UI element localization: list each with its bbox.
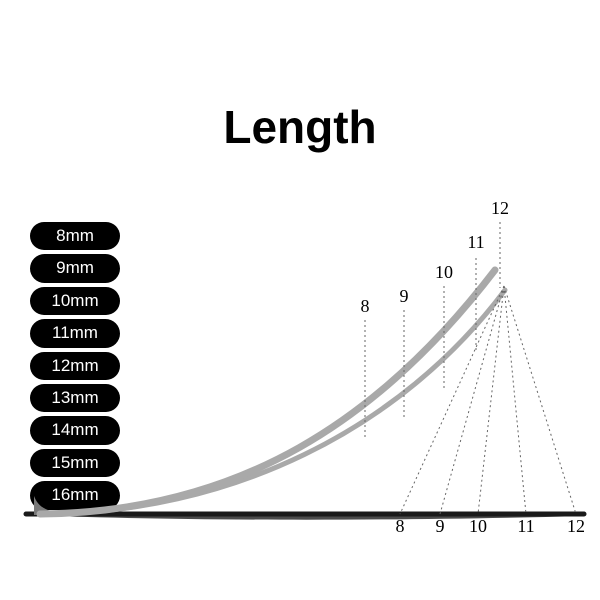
length-pill: 11mm <box>30 319 120 347</box>
length-pill-stack: 8mm 9mm 10mm 11mm 12mm 13mm 14mm 15mm 16mm <box>30 222 120 510</box>
page-title: Length <box>0 100 600 154</box>
baseline-length-label: 9 <box>436 516 445 537</box>
curve-length-label: 12 <box>491 198 509 219</box>
curve-length-label: 10 <box>435 262 453 283</box>
curve-length-label: 11 <box>467 232 484 253</box>
baseline-length-label: 12 <box>567 516 585 537</box>
curve-length-label: 9 <box>400 286 409 307</box>
baseline-length-label: 11 <box>517 516 534 537</box>
baseline-length-label: 8 <box>396 516 405 537</box>
length-pill: 9mm <box>30 254 120 282</box>
length-pill: 13mm <box>30 384 120 412</box>
curve-length-label: 8 <box>361 296 370 317</box>
length-pill: 8mm <box>30 222 120 250</box>
baseline-length-label: 10 <box>469 516 487 537</box>
length-pill: 16mm <box>30 481 120 509</box>
length-pill: 12mm <box>30 352 120 380</box>
length-pill: 15mm <box>30 449 120 477</box>
length-pill: 10mm <box>30 287 120 315</box>
length-pill: 14mm <box>30 416 120 444</box>
